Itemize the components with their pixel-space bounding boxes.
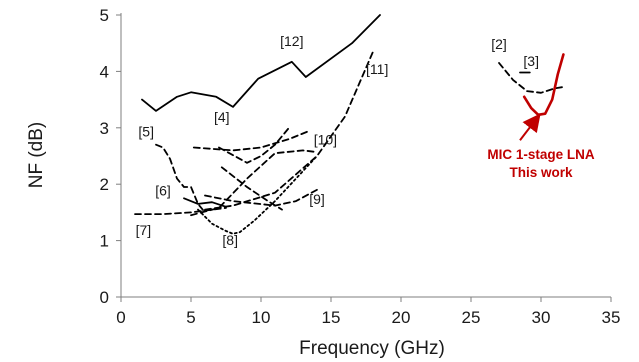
series-line [155, 143, 206, 214]
series-line [204, 50, 374, 211]
reference-label: [4] [214, 109, 230, 125]
reference-label: [7] [136, 222, 152, 238]
reference-labels: [12] [11] [2] [3] [5] [4] [10] [6] [9] [7] [8] [136, 33, 539, 248]
reference-label: [10] [314, 132, 337, 148]
reference-label: [9] [309, 191, 325, 207]
series-line [498, 62, 563, 94]
annotation-text: This work [509, 165, 573, 180]
x-tick-label: 35 [602, 308, 621, 327]
x-axis-title: Frequency (GHz) [299, 338, 445, 359]
y-tick-label: 5 [100, 6, 109, 25]
reference-label: [11] [366, 61, 388, 77]
x-tick-label: 0 [116, 308, 125, 327]
x-tick-label: 20 [392, 308, 411, 327]
y-axis-title: NF (dB) [26, 122, 47, 189]
x-tick-label: 15 [322, 308, 341, 327]
series-line [197, 155, 318, 235]
series-line [218, 126, 290, 164]
reference-label: [6] [155, 182, 171, 198]
series-line [522, 53, 565, 117]
series-line [183, 197, 227, 208]
series-line [204, 188, 318, 207]
series-group [134, 14, 565, 235]
annotation-arrow [519, 113, 541, 141]
series-line [192, 129, 311, 152]
x-tick-label: 10 [252, 308, 271, 327]
y-tick-label: 0 [100, 288, 109, 307]
series-line [220, 166, 283, 211]
x-tick-label: 5 [186, 308, 195, 327]
reference-label: [8] [222, 232, 238, 248]
series-line [134, 206, 227, 216]
y-tick-label: 1 [100, 232, 109, 251]
series-line [141, 14, 381, 112]
y-tick-label: 2 [100, 175, 109, 194]
reference-label: [2] [491, 36, 507, 52]
x-tick-label: 25 [462, 308, 481, 327]
annotation-group: MIC 1-stage LNA This work [487, 113, 595, 180]
y-tick-label: 3 [100, 119, 109, 138]
reference-label: [3] [523, 53, 539, 69]
axes: 0 5 10 15 20 25 30 35 0 1 2 3 4 5 [100, 6, 621, 327]
reference-label: [12] [280, 33, 303, 49]
x-tick-label: 30 [532, 308, 551, 327]
reference-label: [5] [138, 123, 154, 139]
annotation-text: MIC 1-stage LNA [487, 147, 595, 162]
y-tick-label: 4 [100, 62, 109, 81]
